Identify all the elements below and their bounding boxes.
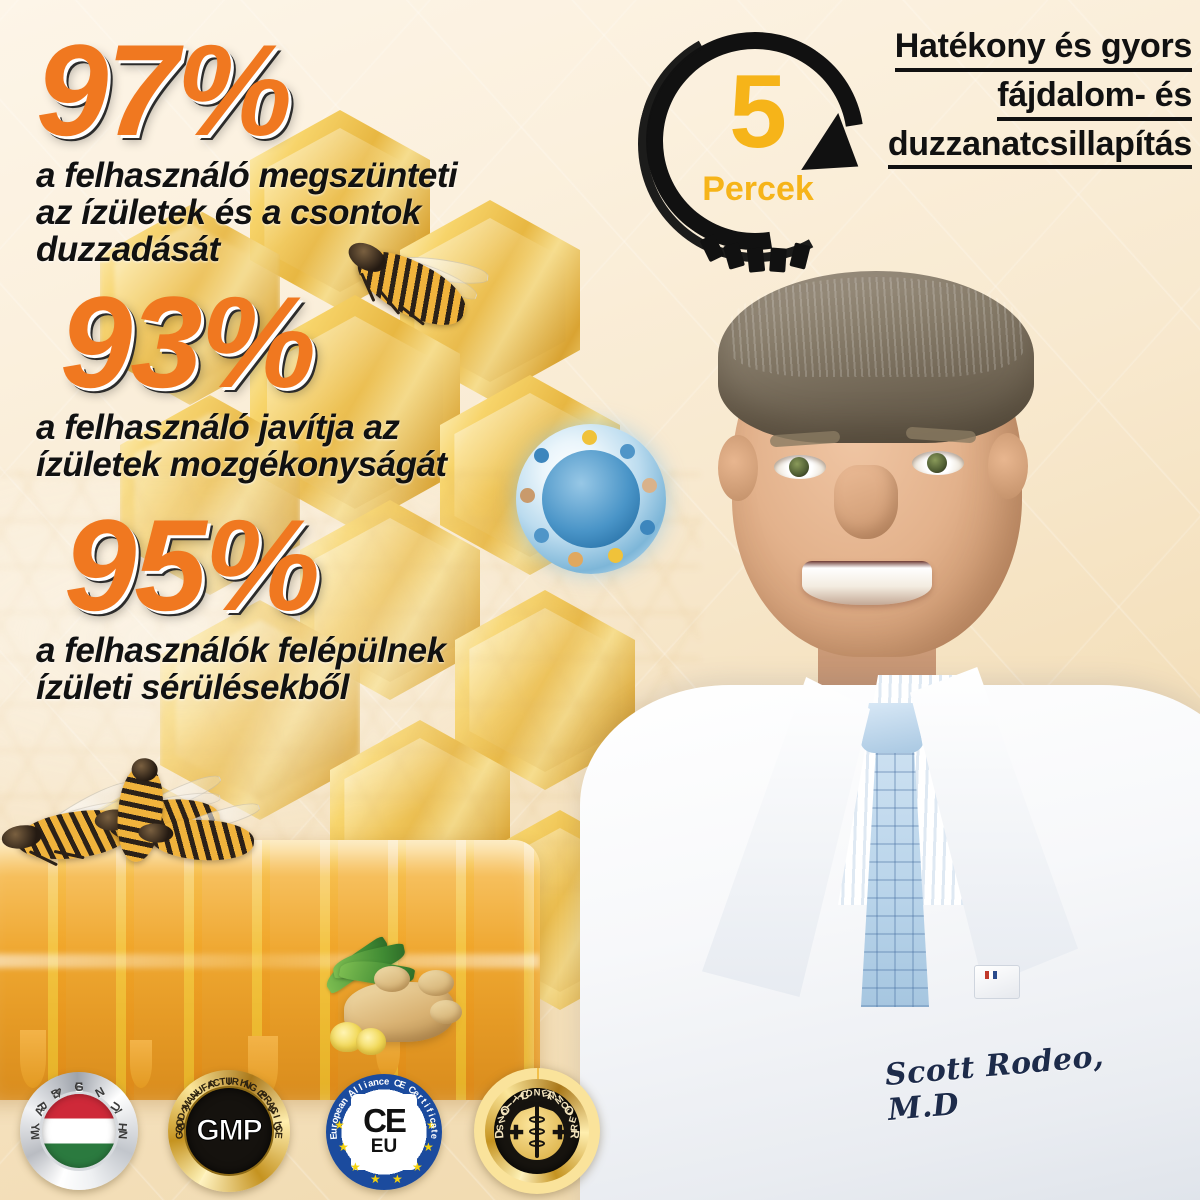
- headline: Hatékony és gyors fájdalom- és duzzanatc…: [772, 26, 1192, 172]
- stat-block-2: 93% a felhasználó javítja az ízületek mo…: [36, 269, 676, 484]
- timer-label: Percek: [702, 170, 814, 208]
- stat-percent-3: 95%: [64, 492, 320, 639]
- headline-line-2: fájdalom- és: [997, 75, 1192, 121]
- gmp-core: GMP: [186, 1088, 272, 1174]
- doctor-portrait: Scott Rodeo, M.D: [580, 205, 1200, 1200]
- hungary-flag-icon: [42, 1094, 116, 1168]
- stat-description-2: a felhasználó javítja az ízületek mozgék…: [36, 407, 447, 484]
- stat-percent-1: 97%: [36, 17, 292, 163]
- lapel-pin-icon: [974, 965, 1020, 999]
- honeycomb-slab-image: [0, 840, 540, 1100]
- stat-block-1: 97% a felhasználó megszünteti az ízülete…: [36, 17, 676, 269]
- statistics-list: 97% a felhasználó megszünteti az ízülete…: [36, 17, 676, 707]
- stat-description-3: a felhasználók felépülnek ízületi sérülé…: [36, 630, 446, 707]
- timer-number: 5: [729, 54, 787, 170]
- cell-virus-graphic: [516, 424, 666, 574]
- stat-block-3: 95% a felhasználók felépülnek ízületi sé…: [36, 492, 676, 707]
- ce-label: CE: [363, 1101, 407, 1139]
- gmp-label: GMP: [196, 1114, 263, 1148]
- five-minutes-timer: 5 Percek: [602, 0, 908, 302]
- headline-line-1: Hatékony és gyors: [894, 26, 1192, 72]
- caduceus-icon: [517, 1098, 557, 1160]
- bee-on-comb-right: [137, 796, 262, 863]
- eu-label: EU: [370, 1136, 398, 1158]
- ce-core: CE EU: [351, 1094, 417, 1170]
- stat-description-1: a felhasználó megszünteti az ízületek és…: [36, 155, 458, 269]
- stat-percent-2: 93%: [60, 269, 316, 416]
- ginger-root-image: [318, 935, 468, 1068]
- headline-line-3: duzzanatcsillapítás: [887, 124, 1192, 170]
